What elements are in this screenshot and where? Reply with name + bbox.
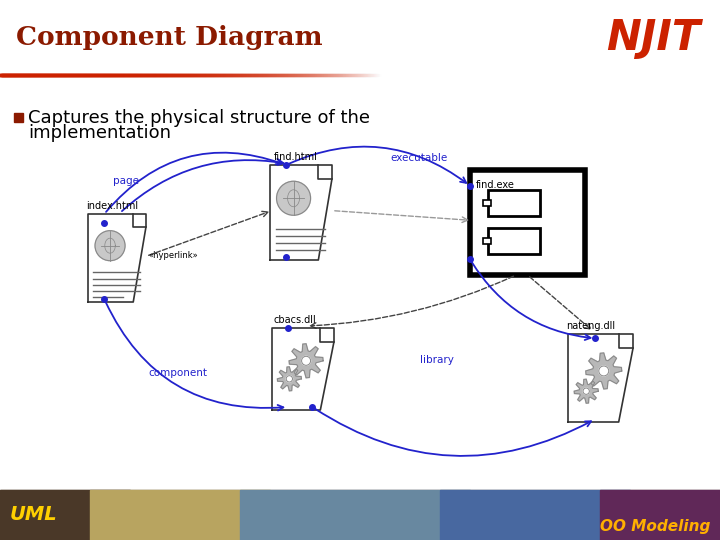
Text: UML: UML <box>10 505 58 524</box>
Bar <box>90 490 270 540</box>
Circle shape <box>583 388 590 394</box>
Bar <box>14 113 23 122</box>
Polygon shape <box>277 367 302 391</box>
Text: find.exe: find.exe <box>476 180 515 190</box>
Text: implementation: implementation <box>28 124 171 142</box>
Bar <box>488 228 540 254</box>
Bar <box>0 490 720 540</box>
Bar <box>470 170 585 275</box>
Circle shape <box>287 376 292 382</box>
Text: index.html: index.html <box>86 201 138 211</box>
Text: page: page <box>113 176 139 186</box>
Polygon shape <box>575 379 598 403</box>
Polygon shape <box>270 165 332 260</box>
Text: Component Diagram: Component Diagram <box>16 25 323 51</box>
Circle shape <box>95 231 125 261</box>
Bar <box>240 490 470 540</box>
Text: library: library <box>420 355 454 365</box>
Bar <box>0 0 720 75</box>
Bar <box>0 75 720 490</box>
Bar <box>483 200 491 206</box>
Text: cbacs.dll: cbacs.dll <box>274 315 317 325</box>
Bar <box>0 490 130 540</box>
Polygon shape <box>272 328 334 410</box>
Bar <box>483 238 491 244</box>
Text: component: component <box>148 368 207 378</box>
Text: nateng.dll: nateng.dll <box>566 321 615 331</box>
Bar <box>600 490 720 540</box>
Polygon shape <box>289 344 323 378</box>
Bar <box>488 190 540 216</box>
Polygon shape <box>586 353 622 389</box>
Text: executable: executable <box>390 153 447 163</box>
Text: NJIT: NJIT <box>606 17 700 59</box>
Polygon shape <box>88 214 146 302</box>
Text: find.html: find.html <box>274 152 318 162</box>
Bar <box>440 490 630 540</box>
Polygon shape <box>568 334 633 422</box>
Text: Captures the physical structure of the: Captures the physical structure of the <box>28 109 370 127</box>
Circle shape <box>276 181 310 215</box>
Circle shape <box>599 366 608 376</box>
Text: «hyperlink»: «hyperlink» <box>148 251 198 260</box>
Circle shape <box>302 356 310 365</box>
Text: OO Modeling: OO Modeling <box>600 518 710 534</box>
